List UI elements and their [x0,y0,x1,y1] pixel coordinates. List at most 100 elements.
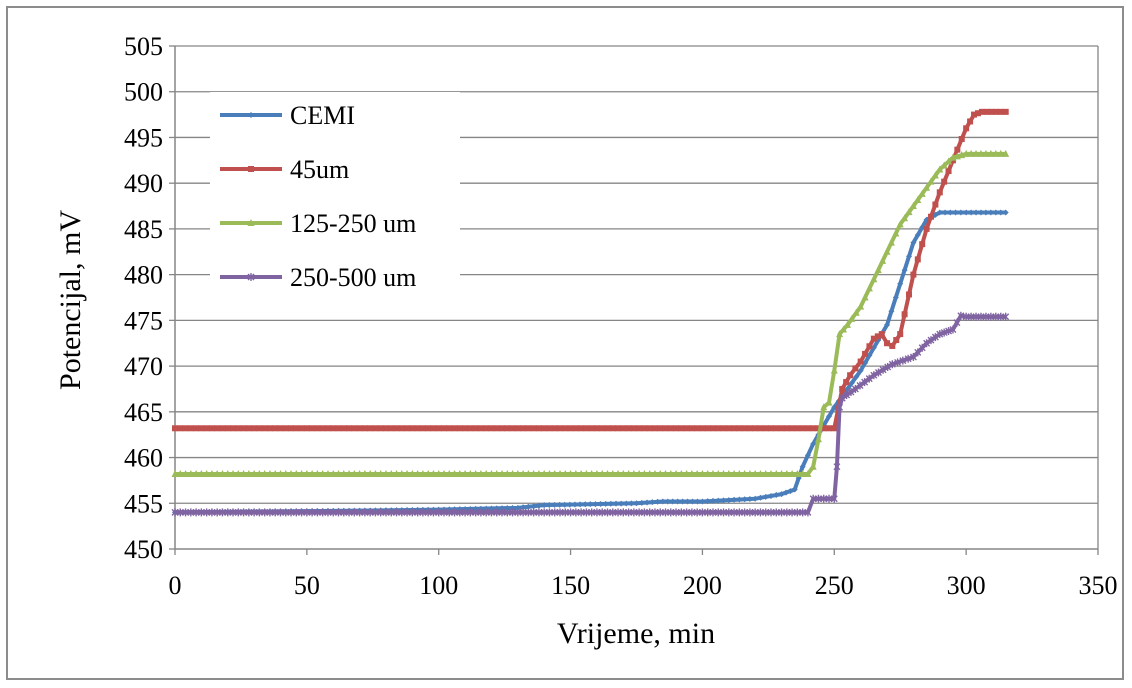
data-point [887,238,895,246]
data-point [778,508,786,517]
data-point [879,256,887,264]
data-point [889,342,896,349]
data-point [945,327,953,336]
data-point [704,425,711,432]
data-point [234,470,242,478]
data-point [266,470,274,478]
data-point [699,498,706,505]
data-point [923,339,931,348]
data-point [303,425,310,432]
x-tick-label: 300 [947,571,986,600]
data-point [709,425,716,432]
data-point [456,508,464,517]
data-point [203,470,211,478]
data-point [852,308,860,316]
data-point [971,111,978,118]
data-point [636,425,643,432]
data-point [714,508,722,517]
data-point [377,508,385,517]
data-point [997,209,1004,216]
data-point [203,425,210,432]
data-point [234,508,242,517]
data-point [836,403,844,412]
data-point [346,425,353,432]
data-point [587,501,594,508]
data-point [530,508,538,517]
data-point [783,470,791,478]
data-point [884,340,891,347]
data-point [313,508,321,517]
data-point [308,470,316,478]
data-point [731,496,738,503]
data-point [588,508,596,517]
data-point [578,425,585,432]
data-point [582,508,590,517]
data-point [963,209,970,216]
data-point [825,494,833,503]
data-point [657,425,664,432]
data-point [862,350,869,357]
data-point [957,209,964,216]
data-point [440,508,448,517]
data-point [561,501,568,508]
data-point [330,425,337,432]
data-point [709,508,717,517]
data-point [789,425,796,432]
data-point [857,302,865,310]
data-point [477,470,485,478]
data-point [825,398,833,406]
data-point [625,508,633,517]
data-point [698,508,706,517]
data-point [791,486,798,493]
data-point [509,425,516,432]
y-axis-title: Potencijal, mV [54,210,87,390]
data-point [667,508,675,517]
data-point [651,470,659,478]
data-point [804,425,811,432]
y-tick-label: 490 [124,169,163,198]
data-point [883,247,891,255]
data-point [623,500,630,507]
data-point [288,425,295,432]
data-point [382,425,389,432]
data-point [720,470,728,478]
data-point [419,508,427,517]
data-point [773,425,780,432]
data-point [656,470,664,478]
data-point [942,209,949,216]
data-point [741,425,748,432]
data-point [609,425,616,432]
data-point [870,335,877,342]
data-point [504,425,511,432]
data-point [715,497,722,504]
data-point [1002,312,1010,321]
data-point [625,425,632,432]
data-point [218,470,226,478]
data-point [662,425,669,432]
data-point [767,425,774,432]
data-point [493,508,501,517]
data-point [440,470,448,478]
data-point [809,462,817,470]
data-point [674,498,681,505]
data-point [377,470,385,478]
data-point [888,308,895,315]
data-point [303,470,311,478]
data-point [324,508,332,517]
data-point [888,360,896,369]
data-point [525,425,532,432]
data-point [514,470,522,478]
data-point [767,470,775,478]
data-point [901,311,908,318]
data-point [848,379,855,386]
data-point [177,425,184,432]
data-point [704,498,711,505]
data-point [282,470,290,478]
data-point [567,425,574,432]
data-point [641,425,648,432]
data-point [435,470,443,478]
data-point [240,425,247,432]
data-point [387,470,395,478]
data-point [630,425,637,432]
